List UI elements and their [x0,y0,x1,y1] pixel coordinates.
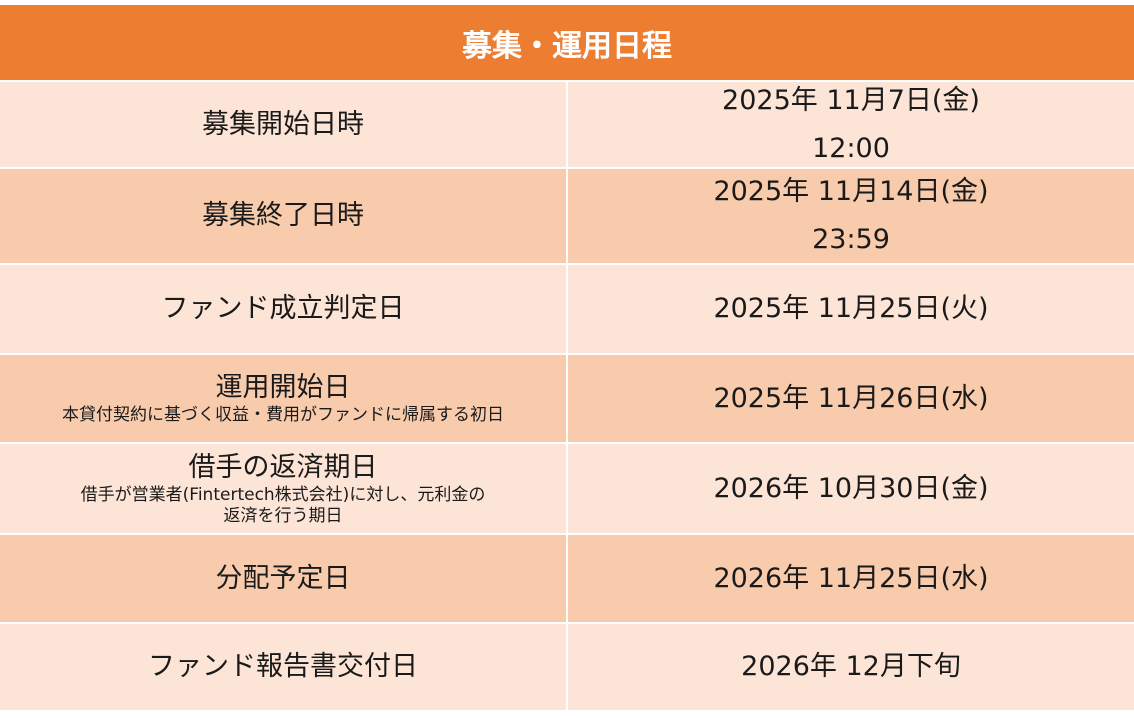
row-value: 2026年 12月下旬 [741,651,961,682]
row-value: 2025年 11月25日(火) [713,293,989,324]
row-value-cell: 2026年 11月25日(水) [568,535,1134,622]
row-note: 借手が営業者(Fintertech株式会社)に対し、元利金の [80,484,486,505]
row-value: 2025年 11月14日(金) [713,176,989,207]
row-label-cell: 分配予定日 [0,535,568,622]
row-value: 2026年 10月30日(金) [713,472,989,504]
table-row: 募集開始日時 2025年 11月7日(金) 12:00 [0,80,1134,167]
table-row: 募集終了日時 2025年 11月14日(金) 23:59 [0,167,1134,263]
table-row: 分配予定日 2026年 11月25日(水) [0,533,1134,622]
row-label: 分配予定日 [215,562,351,594]
row-label-cell: 募集開始日時 [0,82,568,167]
row-label-cell: 募集終了日時 [0,169,568,263]
row-label: 募集開始日時 [202,108,364,140]
schedule-table: 募集・運用日程 募集開始日時 2025年 11月7日(金) 12:00 募集終了日時… [0,5,1134,710]
table-row: ファンド報告書交付日 2026年 12月下旬 [0,622,1134,710]
table-title: 募集・運用日程 [0,5,1134,80]
row-label-cell: 借手の返済期日 借手が営業者(Fintertech株式会社)に対し、元利金の 返済を… [0,444,568,533]
row-value: 23:59 [812,224,890,255]
table-row: 運用開始日 本貸付契約に基づく収益・費用がファンドに帰属する初日 2025年 11月… [0,353,1134,442]
row-label-cell: 運用開始日 本貸付契約に基づく収益・費用がファンドに帰属する初日 [0,355,568,442]
table-row: ファンド成立判定日 2025年 11月25日(火) [0,263,1134,353]
row-value-cell: 2026年 10月30日(金) [568,444,1134,533]
row-note: 本貸付契約に基づく収益・費用がファンドに帰属する初日 [62,405,504,425]
row-value-cell: 2026年 12月下旬 [568,624,1134,710]
row-value: 2026年 11月25日(水) [713,562,989,594]
row-label: 募集終了日時 [202,200,364,231]
row-label: ファンド報告書交付日 [148,651,418,682]
row-label-cell: ファンド報告書交付日 [0,624,568,710]
row-note: 返済を行う期日 [223,505,343,526]
row-value-cell: 2025年 11月26日(水) [568,355,1134,442]
row-value: 12:00 [812,132,890,164]
row-label: 借手の返済期日 [188,451,378,483]
row-value: 2025年 11月26日(水) [713,382,989,414]
row-value-cell: 2025年 11月7日(金) 12:00 [568,82,1134,167]
row-value: 2025年 11月7日(金) [722,84,980,116]
row-value-cell: 2025年 11月25日(火) [568,265,1134,353]
row-value-cell: 2025年 11月14日(金) 23:59 [568,169,1134,263]
row-label: 運用開始日 [215,372,351,403]
row-label: ファンド成立判定日 [161,293,405,324]
row-label-cell: ファンド成立判定日 [0,265,568,353]
table-row: 借手の返済期日 借手が営業者(Fintertech株式会社)に対し、元利金の 返済を… [0,442,1134,533]
